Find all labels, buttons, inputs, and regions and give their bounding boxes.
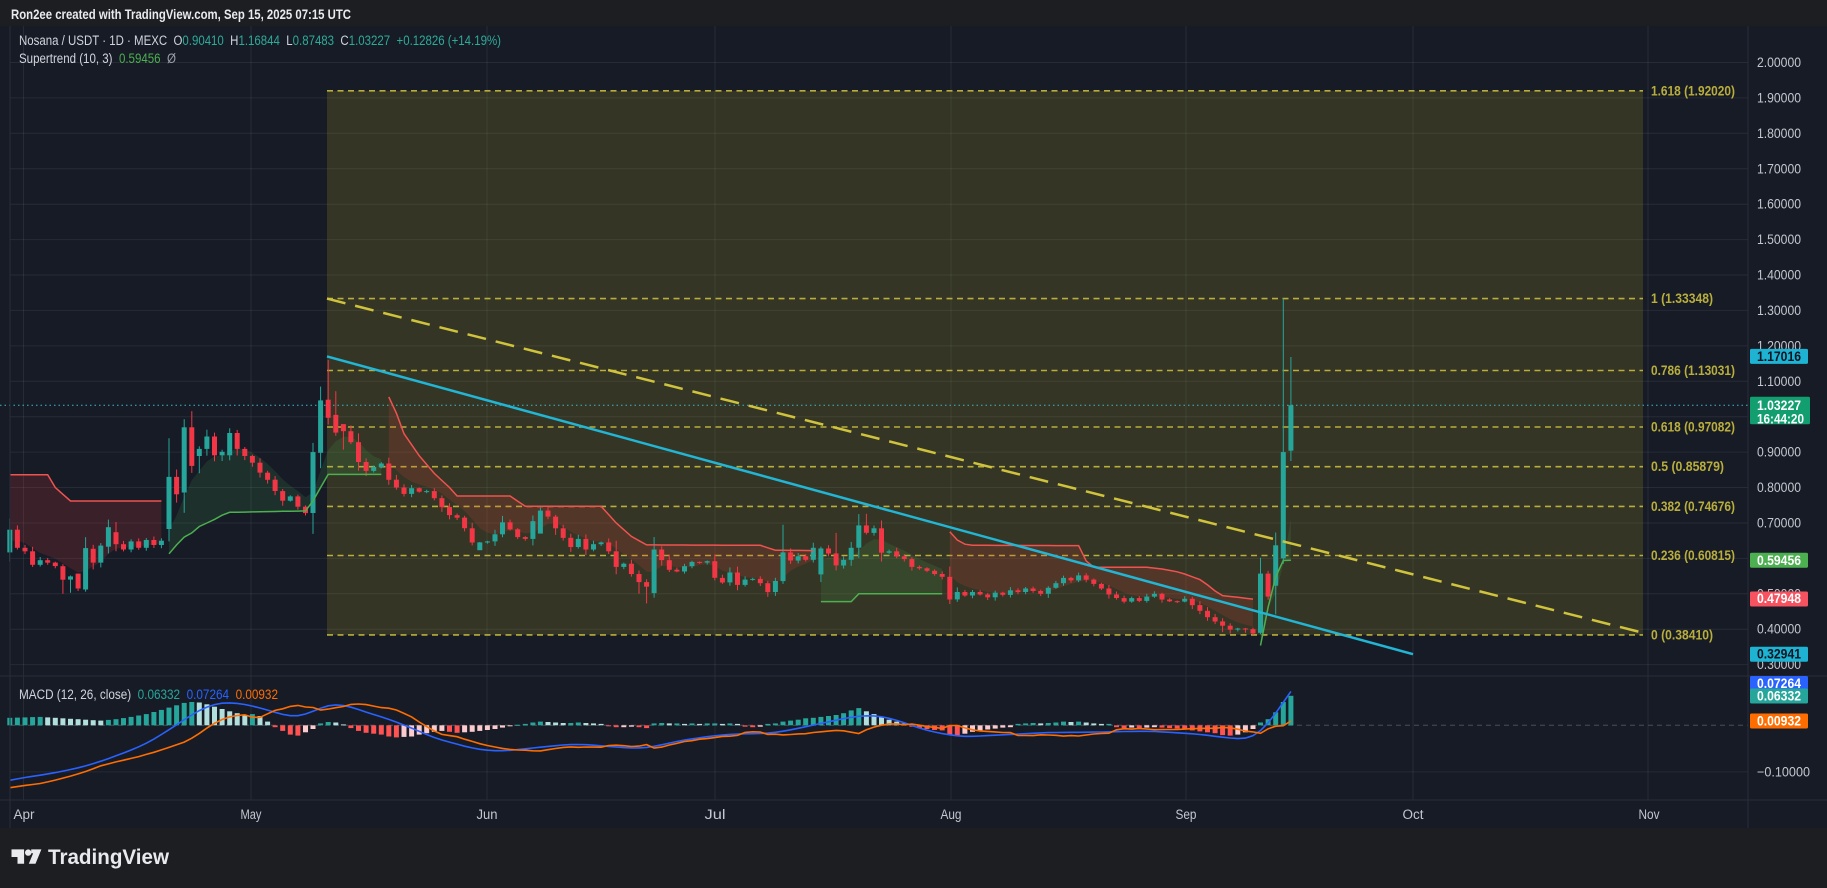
- svg-text:TradingView: TradingView: [48, 846, 170, 869]
- svg-text:Ron2ee created with TradingVie: Ron2ee created with TradingView.com, Sep…: [11, 6, 351, 22]
- svg-text:1.03227: 1.03227: [1757, 398, 1801, 413]
- svg-text:1.30000: 1.30000: [1757, 303, 1801, 318]
- svg-text:MACD (12, 26, close) 0.06332: MACD (12, 26, close) 0.06332 0.07264 0.0…: [19, 687, 278, 702]
- svg-text:0.618 (0.97082): 0.618 (0.97082): [1651, 420, 1735, 435]
- svg-text:1.10000: 1.10000: [1757, 374, 1801, 389]
- svg-text:Nosana / USDT · 1D · MEXC O0.: Nosana / USDT · 1D · MEXC O0.90410 H1.16…: [19, 33, 501, 48]
- svg-text:Supertrend (10, 3) 0.59456 Ø: Supertrend (10, 3) 0.59456 Ø: [19, 51, 176, 66]
- svg-text:May: May: [241, 807, 262, 822]
- svg-text:1.60000: 1.60000: [1757, 197, 1801, 212]
- svg-text:Nov: Nov: [1639, 807, 1660, 822]
- svg-text:Jun: Jun: [477, 807, 498, 822]
- svg-text:1.90000: 1.90000: [1757, 90, 1801, 105]
- svg-text:Aug: Aug: [941, 807, 962, 822]
- svg-text:−0.10000: −0.10000: [1757, 764, 1810, 779]
- svg-text:0.786 (1.13031): 0.786 (1.13031): [1651, 363, 1735, 378]
- svg-text:1.70000: 1.70000: [1757, 161, 1801, 176]
- svg-text:1.40000: 1.40000: [1757, 268, 1801, 283]
- svg-text:0.70000: 0.70000: [1757, 516, 1801, 531]
- svg-text:0.40000: 0.40000: [1757, 622, 1801, 637]
- svg-text:0.32941: 0.32941: [1757, 647, 1801, 662]
- svg-text:0.06332: 0.06332: [1757, 689, 1801, 704]
- svg-text:0.59456: 0.59456: [1757, 553, 1801, 568]
- svg-text:2.00000: 2.00000: [1757, 55, 1801, 70]
- svg-text:1 (1.33348): 1 (1.33348): [1651, 291, 1713, 306]
- svg-text:1.50000: 1.50000: [1757, 232, 1801, 247]
- svg-text:0.07264: 0.07264: [1757, 676, 1801, 691]
- svg-text:1.80000: 1.80000: [1757, 126, 1801, 141]
- svg-text:Oct: Oct: [1403, 807, 1424, 822]
- svg-text:0.5 (0.85879): 0.5 (0.85879): [1651, 459, 1724, 474]
- svg-text:1.618 (1.92020): 1.618 (1.92020): [1651, 83, 1735, 98]
- svg-text:0.00932: 0.00932: [1757, 714, 1801, 729]
- svg-text:0.80000: 0.80000: [1757, 480, 1801, 495]
- svg-text:0.382 (0.74676): 0.382 (0.74676): [1651, 499, 1735, 514]
- svg-text:0 (0.38410): 0 (0.38410): [1651, 627, 1713, 642]
- svg-text:0.236 (0.60815): 0.236 (0.60815): [1651, 548, 1735, 563]
- svg-text:0.90000: 0.90000: [1757, 445, 1801, 460]
- svg-text:16:44:20: 16:44:20: [1757, 411, 1804, 426]
- svg-text:Jul: Jul: [705, 807, 726, 822]
- svg-text:Apr: Apr: [14, 807, 35, 822]
- svg-text:1.17016: 1.17016: [1757, 349, 1801, 364]
- svg-text:0.47948: 0.47948: [1757, 591, 1801, 606]
- svg-text:Sep: Sep: [1176, 807, 1197, 822]
